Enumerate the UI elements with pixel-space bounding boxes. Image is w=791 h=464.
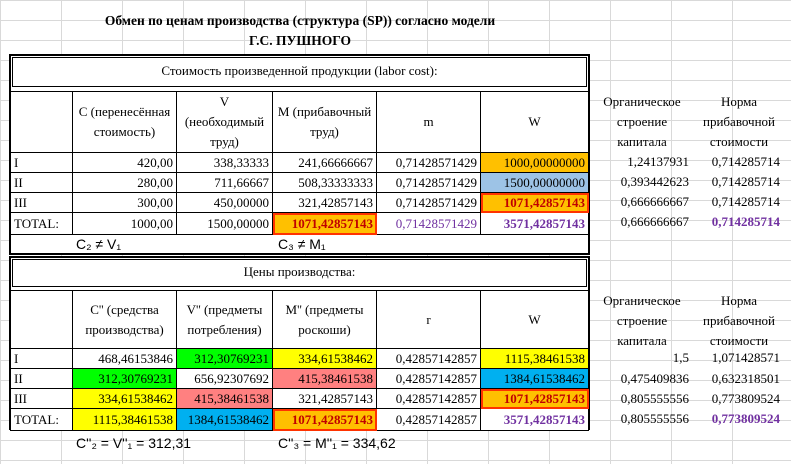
- s1-cell-v[interactable]: 711,66667: [176, 172, 273, 193]
- s1-header-w: W: [480, 91, 589, 153]
- s1-note-right: C₃ ≠ M₁: [278, 236, 326, 252]
- s2-header-rate: r: [376, 290, 481, 349]
- s1-side-header-organic: Органическое строение капитала: [603, 94, 681, 149]
- s2-total-c[interactable]: 1115,38461538: [72, 408, 177, 431]
- s1-cell-c[interactable]: 420,00: [72, 152, 177, 173]
- s1-total-v[interactable]: 1500,00000: [176, 212, 273, 235]
- s2-formula-right: C''₃ = M''₁ = 334,62: [278, 435, 396, 451]
- s1-side-rate: 0,714285714: [711, 154, 780, 169]
- section1-caption: Стоимость произведенной продукции (labor…: [12, 57, 587, 87]
- s1-cell-rate[interactable]: 0,71428571429: [376, 192, 481, 213]
- s1-side-rate: 0,714285714: [711, 174, 780, 189]
- s2-cell-w[interactable]: 1384,61538462: [480, 368, 589, 389]
- s1-total-c[interactable]: 1000,00: [72, 212, 177, 235]
- s2-side-organic: 0,475409836: [620, 371, 689, 386]
- s1-side-organic: 1,24137931: [627, 154, 689, 169]
- s2-cell-v[interactable]: 656,92307692: [176, 368, 273, 389]
- s1-row-label[interactable]: III: [10, 192, 73, 213]
- s2-total-rate[interactable]: 0,42857142857: [376, 408, 481, 431]
- s1-cell-c[interactable]: 280,00: [72, 172, 177, 193]
- s1-header-m: M (прибавочный труд): [272, 91, 377, 153]
- s2-total-label[interactable]: TOTAL:: [10, 408, 73, 431]
- s1-total-label[interactable]: TOTAL:: [10, 212, 73, 235]
- s2-side-organic: 0,805555556: [620, 411, 689, 426]
- s2-cell-c[interactable]: 334,61538462: [72, 388, 177, 409]
- s2-side-header-organic: Органическое строение капитала: [603, 293, 681, 348]
- s2-row-label[interactable]: II: [10, 368, 73, 389]
- s2-cell-m[interactable]: 321,42857143: [272, 388, 377, 409]
- s2-side-rate: 0,632318501: [711, 371, 780, 386]
- s1-side-rate: 0,714285714: [711, 214, 780, 229]
- s2-cell-m[interactable]: 334,61538462: [272, 348, 377, 369]
- s2-cell-v[interactable]: 312,30769231: [176, 348, 273, 369]
- s2-side-rate: 1,071428571: [711, 350, 780, 365]
- s1-cell-rate[interactable]: 0,71428571429: [376, 152, 481, 173]
- s2-total-w[interactable]: 3571,42857143: [480, 408, 589, 431]
- s1-cell-v[interactable]: 338,33333: [176, 152, 273, 173]
- s2-total-v[interactable]: 1384,61538462: [176, 408, 273, 431]
- s2-row-label[interactable]: I: [10, 348, 73, 369]
- s1-side-organic: 0,666666667: [620, 214, 689, 229]
- s2-row-label[interactable]: III: [10, 388, 73, 409]
- s1-cell-w[interactable]: 1500,00000000: [480, 172, 589, 193]
- s1-header-rate: m: [376, 91, 481, 153]
- s1-cell-v[interactable]: 450,00000: [176, 192, 273, 213]
- s2-header-c: C'' (средства производства): [72, 290, 177, 349]
- s1-note-left: C₂ ≠ V₁: [76, 236, 122, 252]
- s1-row-label[interactable]: II: [10, 172, 73, 193]
- s2-side-organic: 1,5: [672, 350, 689, 365]
- page-title-line2: Г.С. ПУШНОГО: [249, 33, 351, 48]
- s1-header-v: V (необходимый труд): [176, 91, 273, 153]
- s1-total-w[interactable]: 3571,42857143: [480, 212, 589, 235]
- s2-header-w: W: [480, 290, 589, 349]
- s1-cell-w[interactable]: 1000,00000000: [480, 152, 589, 173]
- s2-cell-w[interactable]: 1115,38461538: [480, 348, 589, 369]
- s1-side-organic: 0,393442623: [620, 174, 689, 189]
- s2-header-m: M'' (предметы роскоши): [272, 290, 377, 349]
- s1-header-empty: [10, 91, 73, 153]
- s1-side-rate: 0,714285714: [711, 194, 780, 209]
- s2-side-rate: 0,773809524: [711, 391, 780, 406]
- s2-side-organic: 0,805555556: [620, 391, 689, 406]
- s2-header-empty: [10, 290, 73, 349]
- s2-formula-left: C''₂ = V''₁ = 312,31: [76, 435, 192, 451]
- s1-cell-m[interactable]: 321,42857143: [272, 192, 377, 213]
- s2-cell-m[interactable]: 415,38461538: [272, 368, 377, 389]
- s1-row-label[interactable]: I: [10, 152, 73, 173]
- s2-header-v: V'' (предметы потребления): [176, 290, 273, 349]
- s2-side-rate: 0,773809524: [711, 411, 780, 426]
- section2-caption: Цены производства:: [12, 259, 587, 287]
- s2-total-m[interactable]: 1071,42857143: [272, 408, 377, 431]
- s1-header-c: C (перенесённая стоимость): [72, 91, 177, 153]
- s1-cell-c[interactable]: 300,00: [72, 192, 177, 213]
- s2-side-header-rate: Норма прибавочной стоимости: [703, 293, 775, 348]
- s1-total-m[interactable]: 1071,42857143: [272, 212, 377, 235]
- s1-cell-m[interactable]: 508,33333333: [272, 172, 377, 193]
- s1-total-rate[interactable]: 0,71428571429: [376, 212, 481, 235]
- s2-cell-rate[interactable]: 0,42857142857: [376, 348, 481, 369]
- s2-cell-rate[interactable]: 0,42857142857: [376, 388, 481, 409]
- section2-table: C'' (средства производства) V'' (предмет…: [10, 290, 589, 431]
- s1-cell-rate[interactable]: 0,71428571429: [376, 172, 481, 193]
- s2-cell-c[interactable]: 312,30769231: [72, 368, 177, 389]
- s1-cell-w[interactable]: 1071,42857143: [480, 192, 589, 213]
- s1-side-header-rate: Норма прибавочной стоимости: [703, 94, 775, 149]
- s2-cell-rate[interactable]: 0,42857142857: [376, 368, 481, 389]
- s1-side-organic: 0,666666667: [620, 194, 689, 209]
- section1-table: C (перенесённая стоимость) V (необходимы…: [10, 91, 589, 235]
- s2-cell-w[interactable]: 1071,42857143: [480, 388, 589, 409]
- s2-cell-v[interactable]: 415,38461538: [176, 388, 273, 409]
- s1-cell-m[interactable]: 241,66666667: [272, 152, 377, 173]
- s2-cell-c[interactable]: 468,46153846: [72, 348, 177, 369]
- page-title-line1: Обмен по ценам производства (структура (…: [104, 13, 496, 28]
